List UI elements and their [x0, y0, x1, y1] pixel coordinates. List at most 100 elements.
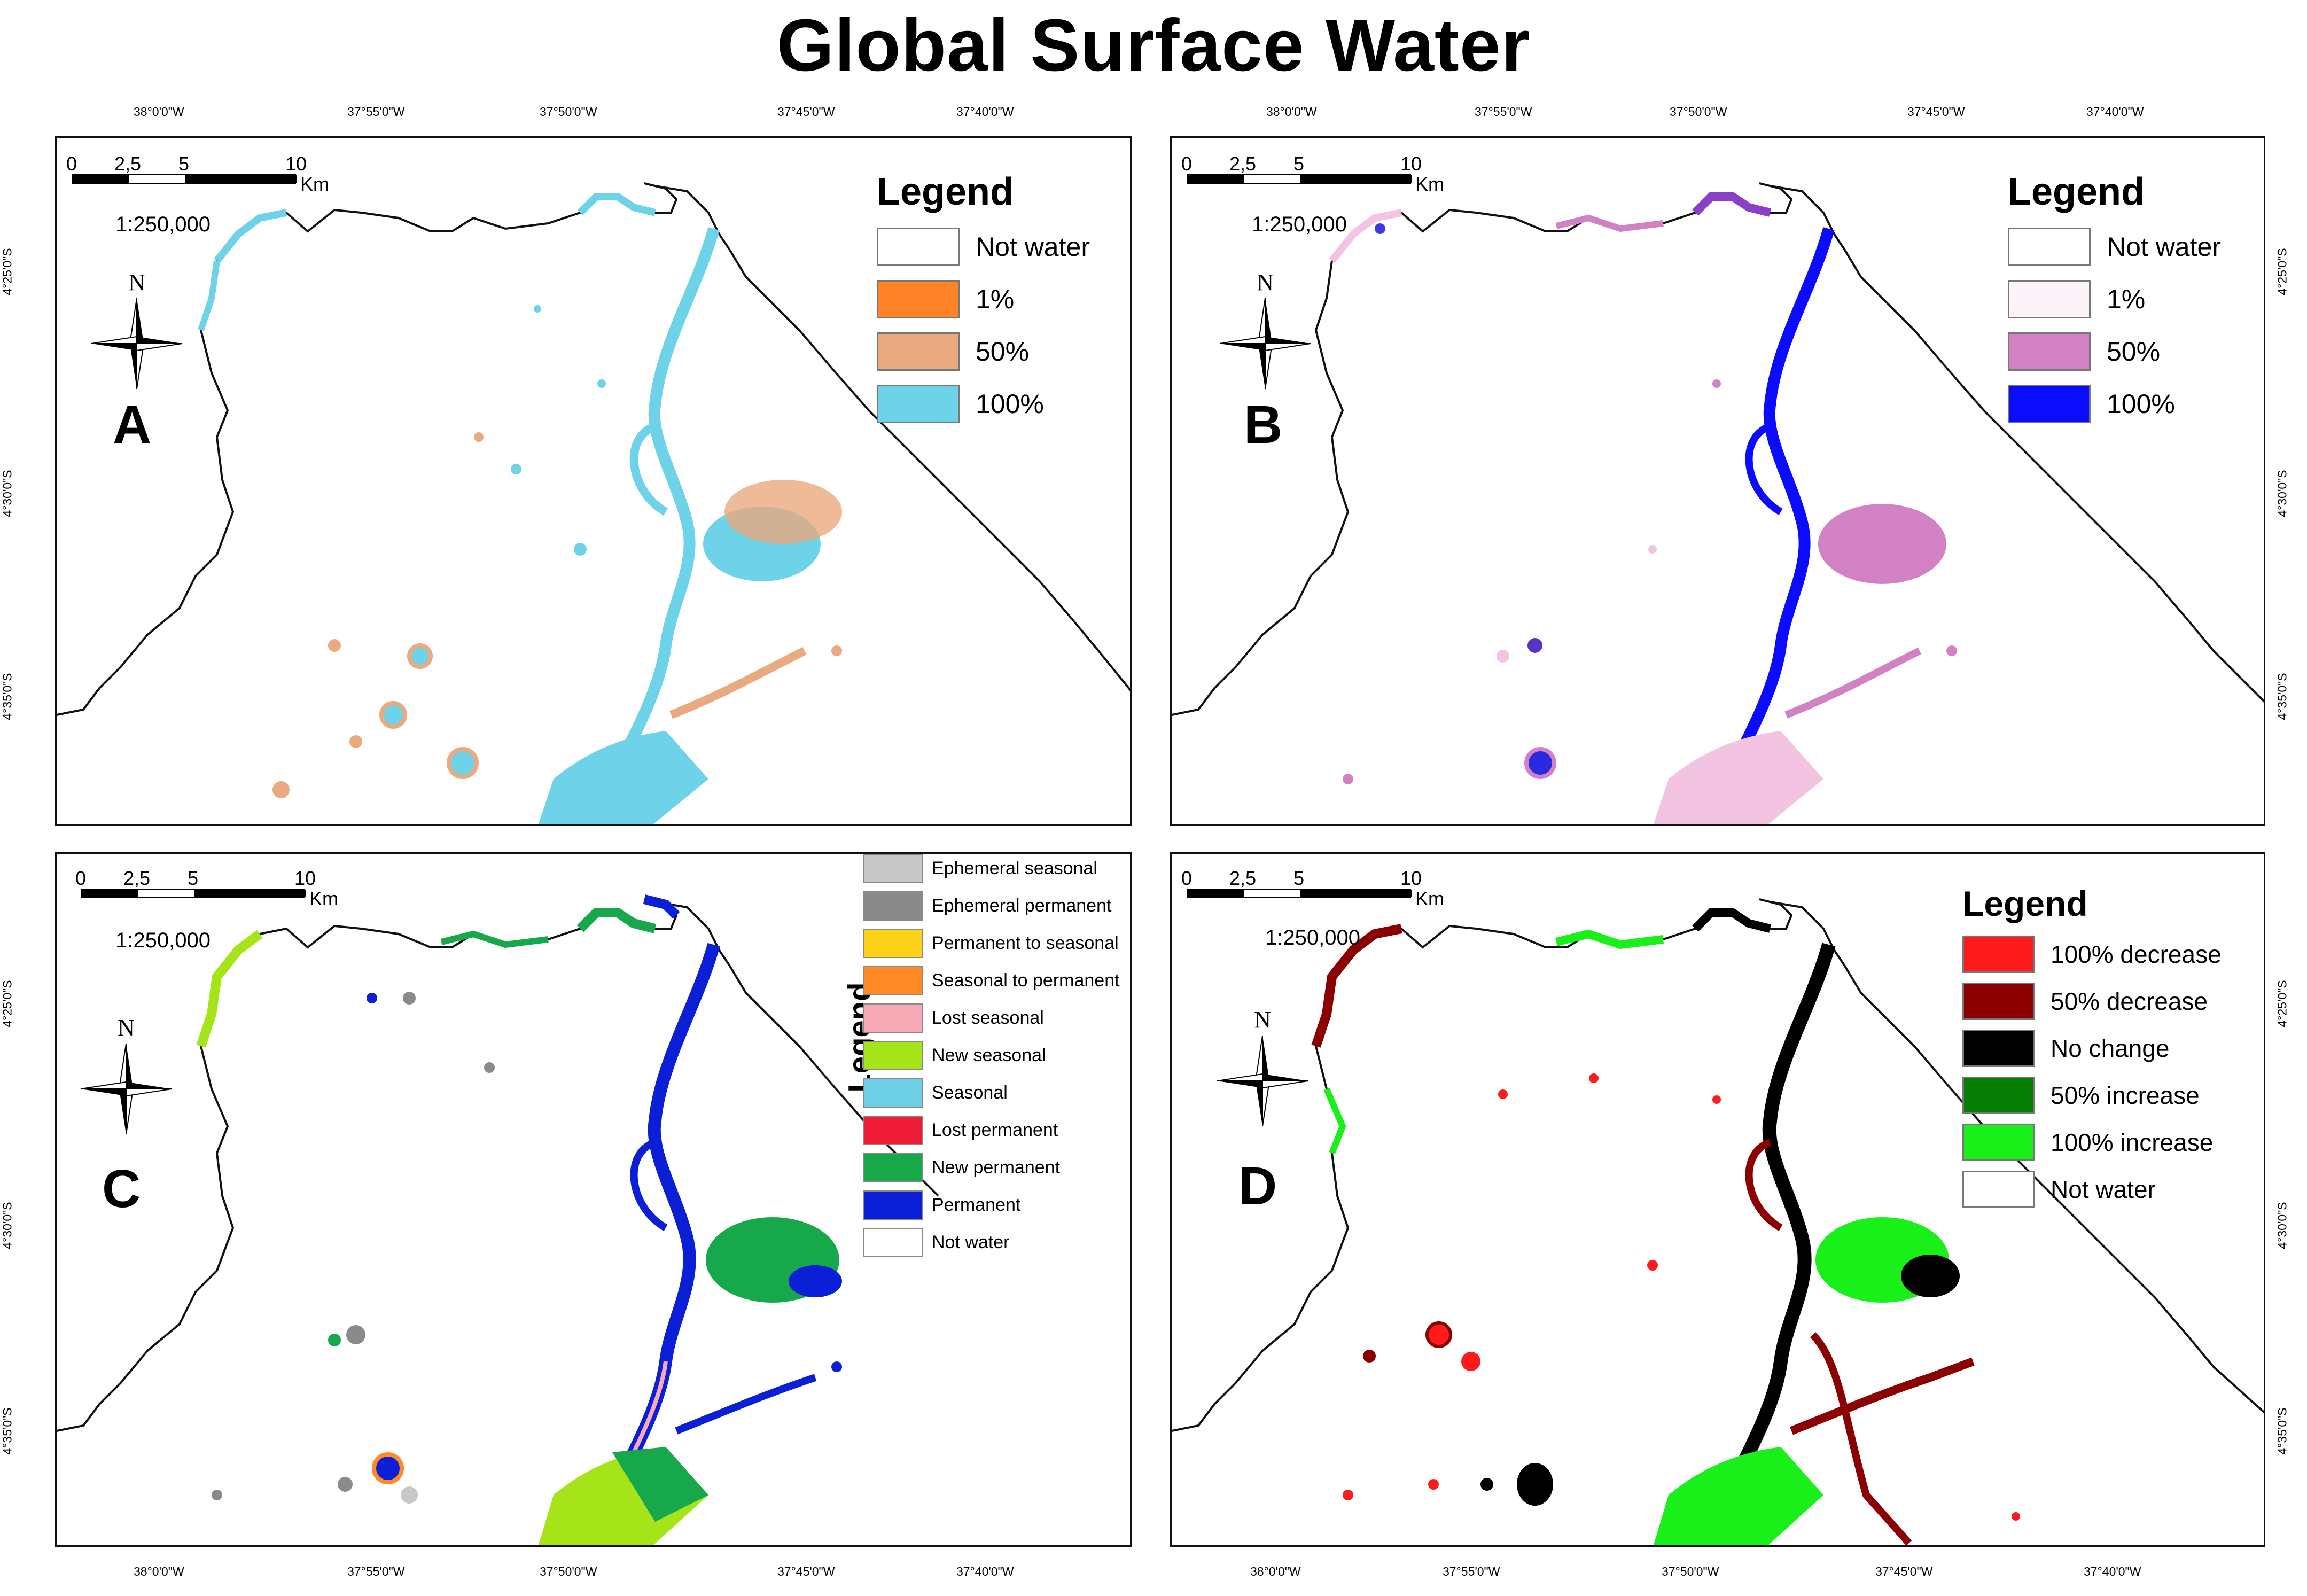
lake-east-b	[1818, 504, 1946, 584]
lat-label-right-4: 4°25'0"S	[2275, 980, 2289, 1027]
legend-d-swatch-3	[1962, 1077, 2035, 1114]
river-loop-b	[1745, 423, 1783, 516]
scalebar-b: 0 2,5 5 10 Km	[1181, 153, 1444, 195]
lon-label-bottom-8: 37°50'0"W	[1662, 1564, 1719, 1578]
legend-d-label-3: 50% increase	[2051, 1081, 2200, 1109]
scalebar-b-2-5: 2,5	[1229, 153, 1257, 175]
map-panel-b: 0 2,5 5 10 Km 1:250,000 N B Legend Not w…	[1170, 136, 2265, 826]
legend-a-item-2: 50%	[877, 332, 1090, 371]
legend-a-item-1: 1%	[877, 280, 1090, 318]
pond-a10	[349, 735, 362, 748]
river-b	[1680, 227, 1835, 824]
legend-c-label-1: Ephemeral permanent	[932, 896, 1112, 916]
coast-strip-b3	[1555, 214, 1664, 232]
legend-b-item-0: Not water	[2008, 228, 2221, 266]
coast-strip-c	[576, 908, 657, 933]
pond-b5	[1712, 379, 1721, 388]
scalebar-c: 0 2,5 5 10 Km	[75, 867, 338, 909]
legend-b-swatch-1	[2008, 280, 2091, 318]
panel-letter-c: C	[102, 1159, 141, 1219]
legend-c-item-3: Seasonal to permanent	[863, 966, 1120, 995]
legend-c-swatch-7	[863, 1116, 923, 1145]
north-arrow-a: N	[91, 269, 183, 390]
pond-a3	[272, 781, 290, 798]
pond-c2	[346, 1325, 365, 1344]
coast-strip-d2	[1311, 924, 1402, 1048]
legend-b-label-0: Not water	[2107, 232, 2221, 262]
scalebar-a-unit: Km	[300, 173, 329, 195]
channel-d2	[1810, 1332, 1912, 1545]
panel-letter-b: B	[1244, 395, 1283, 455]
north-label-b: N	[1257, 269, 1274, 295]
coast-strip-d3	[1555, 929, 1664, 949]
lon-label-bottom-6: 38°0'0"W	[1250, 1564, 1301, 1578]
lon-label-top-7: 37°55'0"W	[1475, 105, 1532, 119]
scalebar-b-5: 5	[1293, 153, 1305, 175]
pond-a6	[511, 464, 521, 474]
pond-a4	[447, 747, 479, 779]
pond-a9	[597, 379, 606, 388]
legend-d-swatch-1	[1962, 983, 2035, 1020]
pond-c10	[212, 1490, 222, 1500]
north-arrow-d: N	[1217, 1007, 1308, 1127]
legend-c-label-10: Not water	[932, 1232, 1010, 1252]
map-b-canvas	[1172, 182, 2264, 824]
scale-ratio-d: 1:250,000	[1265, 926, 1360, 949]
map-panel-a: 0 2,5 5 10 Km 1:250,000 N A Legend Not w…	[55, 136, 1132, 826]
legend-c-item-6: Seasonal	[863, 1078, 1120, 1108]
pond-d8	[1498, 1089, 1508, 1099]
legend-c-label-3: Seasonal to permanent	[932, 970, 1120, 991]
coast-strip-c2	[196, 930, 263, 1048]
scalebar-d-10: 10	[1400, 867, 1422, 889]
coast-strip-a	[214, 209, 287, 263]
legend-c-item-5: New seasonal	[863, 1041, 1120, 1070]
pond-b6	[1648, 545, 1657, 554]
map-d-canvas	[1172, 898, 2264, 1545]
panel-letter-d: D	[1238, 1156, 1277, 1216]
delta-edge-a	[669, 647, 807, 719]
pond-a5	[328, 639, 341, 652]
pond-b4	[1343, 774, 1353, 784]
channel-c	[675, 1374, 817, 1435]
legend-a: Legend Not water 1% 50% 100%	[877, 170, 1090, 437]
map-c-canvas	[57, 894, 939, 1545]
legend-c-label-6: Seasonal	[932, 1083, 1008, 1103]
legend-d-label-2: No change	[2051, 1034, 2170, 1062]
legend-d: Legend 100% decrease 50% decrease No cha…	[1962, 883, 2222, 1218]
scalebar-a: 0 2,5 5 10 Km	[66, 153, 329, 195]
north-label-c: N	[118, 1015, 135, 1041]
pond-c4	[401, 1486, 418, 1504]
legend-c-item-4: Lost seasonal	[863, 1003, 1120, 1033]
pond-c3	[338, 1477, 353, 1492]
legend-d-item-3: 50% increase	[1962, 1077, 2222, 1114]
scalebar-b-0: 0	[1181, 153, 1193, 175]
legend-d-item-2: No change	[1962, 1030, 2222, 1067]
legend-d-label-4: 100% increase	[2051, 1128, 2214, 1156]
scalebar-c-2-5: 2,5	[123, 867, 151, 889]
pond-d9	[1589, 1073, 1599, 1083]
scale-ratio-c: 1:250,000	[115, 929, 211, 952]
legend-d-swatch-5	[1962, 1171, 2035, 1208]
lat-label-right-6: 4°35'0"S	[2275, 1407, 2289, 1455]
scalebar-a-5: 5	[178, 153, 190, 175]
legend-d-item-5: Not water	[1962, 1171, 2222, 1208]
pond-d12	[2012, 1512, 2020, 1521]
lat-label-left-3: 4°35'0"S	[0, 673, 14, 720]
legend-c-item-7: Lost permanent	[863, 1116, 1120, 1145]
legend-c: Ephemeral seasonal Ephemeral permanent P…	[863, 854, 1120, 1265]
legend-c-label-8: New permanent	[932, 1157, 1061, 1178]
legend-c-swatch-10	[863, 1228, 923, 1257]
scalebar-a-0: 0	[66, 153, 77, 175]
lat-label-left-2: 4°30'0"S	[0, 470, 14, 517]
lon-label-bottom-3: 37°50'0"W	[540, 1564, 597, 1578]
scale-ratio-a: 1:250,000	[115, 213, 211, 236]
legend-a-item-3: 100%	[877, 385, 1090, 423]
legend-c-label-5: New seasonal	[932, 1045, 1046, 1065]
coast-strip-c-blue	[643, 894, 680, 919]
coastline-a	[57, 182, 1130, 716]
legend-a-swatch-3	[877, 385, 960, 423]
lon-label-top-1: 38°0'0"W	[134, 105, 184, 119]
pond-a8	[474, 432, 484, 442]
delta-b	[1654, 731, 1823, 824]
map-a-canvas	[57, 182, 1130, 824]
